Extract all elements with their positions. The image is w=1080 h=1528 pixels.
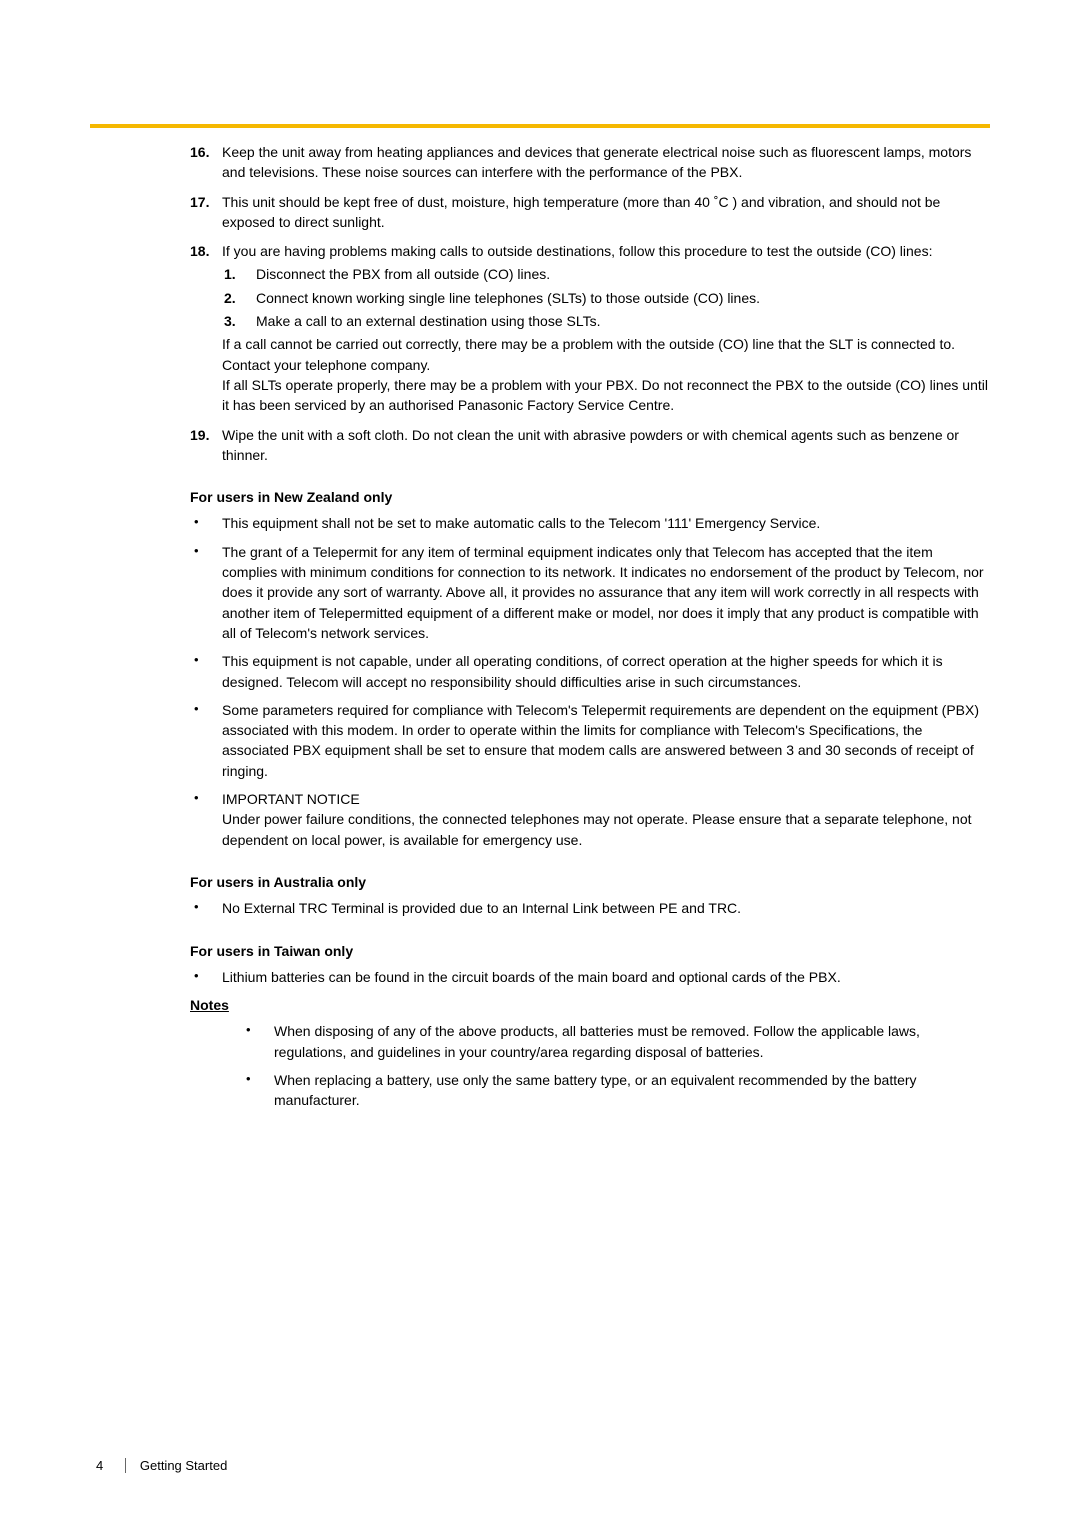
item-number: 17. <box>190 192 222 233</box>
note-text: When disposing of any of the above produ… <box>274 1021 990 1062</box>
sub-item: 3.Make a call to an external destination… <box>222 311 990 331</box>
numbered-item: 19.Wipe the unit with a soft cloth. Do n… <box>190 425 990 466</box>
bullet-dot-icon: • <box>190 513 222 533</box>
item-tail: If all SLTs operate properly, there may … <box>222 375 990 416</box>
item-text: Keep the unit away from heating applianc… <box>222 142 990 183</box>
item-text: If you are having problems making calls … <box>222 241 990 261</box>
note-item: •When replacing a battery, use only the … <box>242 1070 990 1111</box>
item-text: Wipe the unit with a soft cloth. Do not … <box>222 425 990 466</box>
bullet-item: •This equipment shall not be set to make… <box>190 513 990 533</box>
section-heading: For users in Taiwan only <box>190 941 990 961</box>
bullet-dot-icon: • <box>190 700 222 781</box>
footer-label: Getting Started <box>125 1458 227 1473</box>
bullet-dot-icon: • <box>242 1070 274 1111</box>
note-item: •When disposing of any of the above prod… <box>242 1021 990 1062</box>
bullet-item: •Lithium batteries can be found in the c… <box>190 967 990 987</box>
bullet-text: Lithium batteries can be found in the ci… <box>222 967 990 987</box>
item-number: 16. <box>190 142 222 183</box>
bullet-dot-icon: • <box>190 789 222 850</box>
page-number: 4 <box>96 1458 103 1473</box>
item-tail: If a call cannot be carried out correctl… <box>222 334 990 375</box>
bullet-item: •IMPORTANT NOTICEUnder power failure con… <box>190 789 990 850</box>
bullet-text: This equipment is not capable, under all… <box>222 651 990 692</box>
bullet-item: •Some parameters required for compliance… <box>190 700 990 781</box>
bullet-text: No External TRC Terminal is provided due… <box>222 898 990 918</box>
bullet-line: This equipment is not capable, under all… <box>222 651 990 692</box>
item-body: Wipe the unit with a soft cloth. Do not … <box>222 425 990 466</box>
bullet-text: The grant of a Telepermit for any item o… <box>222 542 990 643</box>
item-body: If you are having problems making calls … <box>222 241 990 415</box>
item-number: 19. <box>190 425 222 466</box>
bullet-item: •No External TRC Terminal is provided du… <box>190 898 990 918</box>
bullet-line: Under power failure conditions, the conn… <box>222 809 990 850</box>
section-heading: For users in New Zealand only <box>190 487 990 507</box>
sub-text: Disconnect the PBX from all outside (CO)… <box>256 264 990 284</box>
item-number: 18. <box>190 241 222 415</box>
numbered-item: 18.If you are having problems making cal… <box>190 241 990 415</box>
bullet-line: No External TRC Terminal is provided due… <box>222 898 990 918</box>
bullet-line: IMPORTANT NOTICE <box>222 789 990 809</box>
sub-text: Make a call to an external destination u… <box>256 311 990 331</box>
bullet-dot-icon: • <box>190 651 222 692</box>
bullet-dot-icon: • <box>190 967 222 987</box>
sub-number: 2. <box>222 288 256 308</box>
sub-text: Connect known working single line teleph… <box>256 288 990 308</box>
bullet-item: •The grant of a Telepermit for any item … <box>190 542 990 643</box>
bullet-line: Lithium batteries can be found in the ci… <box>222 967 990 987</box>
page-content: 16.Keep the unit away from heating appli… <box>190 142 990 1111</box>
bullet-item: •This equipment is not capable, under al… <box>190 651 990 692</box>
numbered-item: 16.Keep the unit away from heating appli… <box>190 142 990 183</box>
bullet-text: Some parameters required for compliance … <box>222 700 990 781</box>
bullet-dot-icon: • <box>242 1021 274 1062</box>
note-text: When replacing a battery, use only the s… <box>274 1070 990 1111</box>
bullet-dot-icon: • <box>190 542 222 643</box>
section-heading: For users in Australia only <box>190 872 990 892</box>
bullet-text: This equipment shall not be set to make … <box>222 513 990 533</box>
item-text: This unit should be kept free of dust, m… <box>222 192 990 233</box>
bullet-dot-icon: • <box>190 898 222 918</box>
sub-number: 1. <box>222 264 256 284</box>
bullet-text: IMPORTANT NOTICEUnder power failure cond… <box>222 789 990 850</box>
sub-number: 3. <box>222 311 256 331</box>
sub-item: 1.Disconnect the PBX from all outside (C… <box>222 264 990 284</box>
sub-item: 2.Connect known working single line tele… <box>222 288 990 308</box>
numbered-item: 17.This unit should be kept free of dust… <box>190 192 990 233</box>
bullet-line: The grant of a Telepermit for any item o… <box>222 542 990 643</box>
bullet-line: This equipment shall not be set to make … <box>222 513 990 533</box>
notes-heading: Notes <box>190 995 990 1015</box>
bullet-line: Some parameters required for compliance … <box>222 700 990 781</box>
accent-bar <box>90 124 990 128</box>
page-footer: 4 Getting Started <box>96 1457 227 1476</box>
item-body: This unit should be kept free of dust, m… <box>222 192 990 233</box>
item-body: Keep the unit away from heating applianc… <box>222 142 990 183</box>
